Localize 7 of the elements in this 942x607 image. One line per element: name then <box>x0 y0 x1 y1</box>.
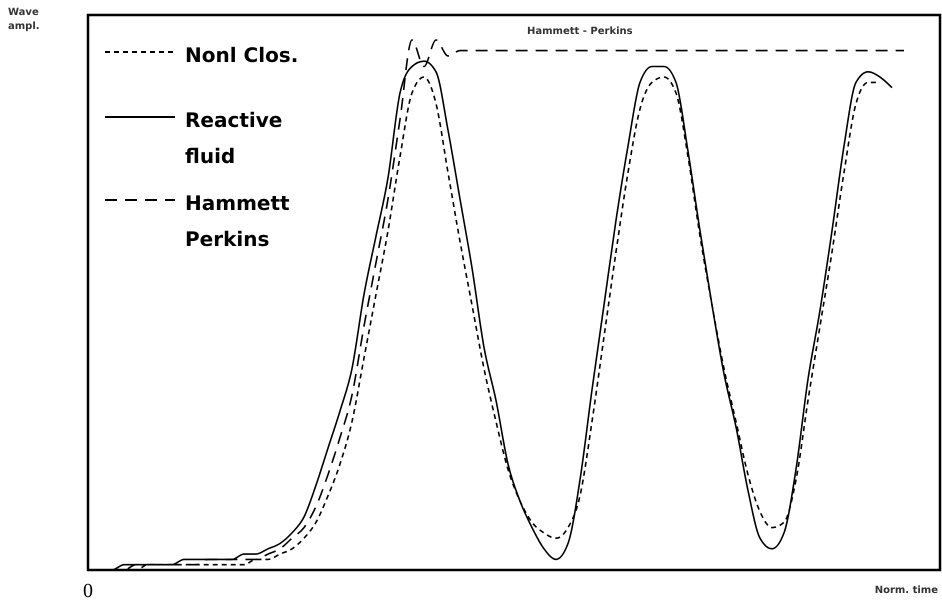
legend-label: Nonl Clos. <box>185 43 298 67</box>
legend-label: Hammett Perkins <box>185 191 290 251</box>
y-axis-title: Wave ampl. <box>8 7 40 32</box>
legend-label: Reactive fluid <box>185 108 282 168</box>
x-axis-title: Norm. time <box>874 585 938 596</box>
annotation: 0 <box>83 580 93 602</box>
text: Hammett - Perkins <box>527 26 633 37</box>
